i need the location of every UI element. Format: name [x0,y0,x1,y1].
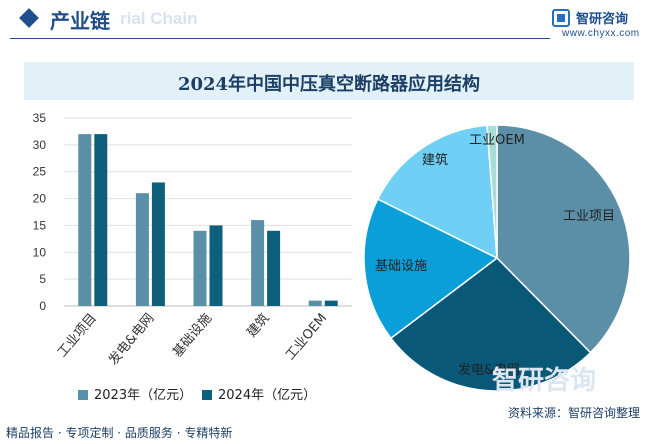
legend-label-2024: 2024年（亿元） [218,388,317,403]
y-tick-label: 35 [33,111,47,125]
x-tick-label: 工业OEM [283,311,330,363]
header-rule [10,38,550,39]
y-tick-label: 20 [33,192,47,206]
pie-slice-4 [486,124,498,259]
pie-slice-2 [363,198,499,340]
legend-label-2023: 2023年（亿元） [94,388,193,403]
pie-slice-1 [389,257,592,392]
bar-2023-4 [308,300,322,306]
legend-item-2023: 2023年（亿元） [78,384,192,403]
logo-name: 智研咨询 [576,12,629,27]
y-tick-label: 15 [33,218,47,232]
bar-2023-1 [135,193,149,306]
x-tick-label: 基础设施 [170,311,215,360]
chart-title: 2024年中国中压真空断路器应用结构 [177,74,481,95]
logo-url: www.chyxx.com [562,28,640,39]
bar-2024-2 [209,225,223,306]
pie-label-4: 工业OEM [469,133,525,148]
chart-title-band: 2024年中国中压真空断路器应用结构 [24,62,634,100]
bar-2024-0 [94,134,108,306]
pie-label-1: 发电&电网 [458,362,520,378]
y-tick-label: 5 [39,272,46,286]
footer: 智研咨询 精品报告 · 专项定制 · 品质服务 · 专精特新 资料来源：智研咨询… [0,366,656,444]
pie-label-0: 工业项目 [563,209,615,224]
footer-tagline: 精品报告 · 专项定制 · 品质服务 · 专精特新 [6,426,233,440]
x-tick-label: 工业项目 [55,311,100,360]
header: 产业链 rial Chain [0,0,656,44]
brand-logo: 智研咨询 www.chyxx.com [552,6,642,40]
y-tick-label: 0 [39,299,46,313]
logo-icon [552,9,570,27]
source-note: 资料来源：智研咨询整理 [507,406,640,420]
bar-2023-3 [251,220,265,306]
pie-label-3: 建筑 [422,152,448,168]
legend-swatch-2023 [78,390,88,400]
y-tick-label: 30 [33,138,47,152]
y-tick-label: 10 [33,245,47,259]
footer-watermark: 智研咨询 [491,366,596,396]
pie-slice-3 [376,124,498,260]
y-tick-label: 25 [33,165,47,179]
x-tick-label: 建筑 [244,310,273,340]
legend-swatch-2024 [202,390,212,400]
x-tick-label: 发电&电网 [105,310,157,368]
bar-2023-0 [78,134,92,306]
ghost-title: rial Chain [120,9,198,28]
bar-2024-3 [267,230,281,306]
legend-item-2024: 2024年（亿元） [202,384,316,403]
section-title: 产业链 [50,9,110,33]
bar-2023-2 [193,230,207,306]
bar-2024-4 [324,300,338,306]
pie-slice-0 [496,124,631,354]
pie-label-2: 基础设施 [375,259,427,274]
bar-2024-1 [151,182,165,306]
